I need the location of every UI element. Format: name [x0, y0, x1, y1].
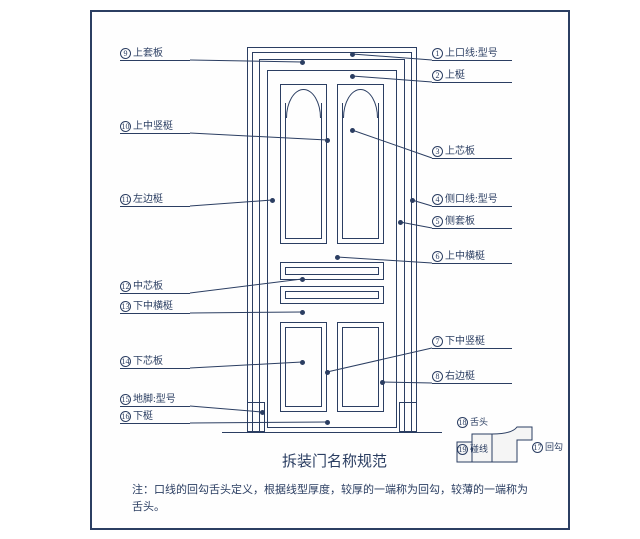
leader-dot-5: [398, 220, 403, 225]
callout-14: 14下芯板: [120, 356, 163, 367]
callout-4: 4侧口线:型号: [432, 194, 498, 205]
leader-dot-14: [300, 360, 305, 365]
callout-12: 12中芯板: [120, 281, 163, 292]
leader-dot-9: [300, 60, 305, 65]
callout-underline-6: [432, 263, 512, 264]
callout-2: 2上梃: [432, 70, 465, 81]
footblock-left: [247, 402, 265, 432]
callout-underline-10: [120, 133, 190, 134]
callout-11: 11左边梃: [120, 194, 163, 205]
callout-underline-11: [120, 206, 190, 207]
callout-13: 13下中横梃: [120, 301, 173, 312]
leader-dot-11: [270, 198, 275, 203]
panel-bottom-right: [337, 322, 384, 412]
callout-16: 16下梃: [120, 411, 153, 422]
callout-1: 1上口线:型号: [432, 48, 498, 59]
panel-mid-1: [280, 262, 384, 280]
leader-dot-2: [350, 74, 355, 79]
callout-7: 7下中竖梃: [432, 336, 485, 347]
footnote: 注：口线的回勾舌头定义，根据线型厚度，较厚的一端称为回勾，较薄的一端称为舌头。: [132, 482, 528, 515]
callout-underline-8: [432, 383, 512, 384]
callout-underline-7: [432, 348, 512, 349]
callout-8: 8右边梃: [432, 371, 475, 382]
detail-17: 17回勾: [532, 442, 563, 453]
panel-bottom-left: [280, 322, 327, 412]
leader-dot-13: [300, 310, 305, 315]
callout-underline-5: [432, 228, 512, 229]
diagram-frame: 拆装门名称规范 18舌头 19碰线 17回勾 注：口线的回勾舌头定义，根据线型厚…: [90, 10, 570, 530]
leader-dot-16: [325, 420, 330, 425]
callout-6: 6上中横梃: [432, 251, 485, 262]
callout-underline-4: [432, 206, 512, 207]
callout-underline-2: [432, 82, 512, 83]
panel-top-left: [280, 84, 327, 244]
detail-sketch: [437, 422, 547, 477]
callout-9: 9上套板: [120, 48, 163, 59]
detail-19: 19碰线: [457, 444, 488, 455]
callout-underline-15: [120, 406, 190, 407]
panel-top-right: [337, 84, 384, 244]
callout-underline-12: [120, 293, 190, 294]
footblock-right: [399, 402, 417, 432]
leader-dot-1: [350, 52, 355, 57]
callout-underline-9: [120, 60, 190, 61]
leader-dot-7: [325, 370, 330, 375]
ground-line: [222, 432, 442, 433]
leader-dot-10: [325, 138, 330, 143]
callout-underline-13: [120, 313, 190, 314]
leader-dot-12: [300, 277, 305, 282]
callout-underline-16: [120, 423, 190, 424]
callout-15: 15地脚:型号: [120, 394, 176, 405]
callout-5: 5侧套板: [432, 216, 475, 227]
diagram-title: 拆装门名称规范: [282, 450, 387, 471]
diagram-inner: 拆装门名称规范 18舌头 19碰线 17回勾 注：口线的回勾舌头定义，根据线型厚…: [102, 22, 558, 518]
leader-dot-6: [335, 255, 340, 260]
callout-underline-3: [432, 158, 512, 159]
callout-10: 10上中竖梃: [120, 121, 173, 132]
callout-3: 3上芯板: [432, 146, 475, 157]
callout-underline-1: [432, 60, 512, 61]
leader-dot-4: [410, 198, 415, 203]
callout-underline-14: [120, 368, 190, 369]
leader-dot-8: [380, 380, 385, 385]
panel-mid-2: [280, 286, 384, 304]
leader-dot-3: [350, 128, 355, 133]
leader-dot-15: [260, 410, 265, 415]
detail-18: 18舌头: [457, 417, 488, 428]
